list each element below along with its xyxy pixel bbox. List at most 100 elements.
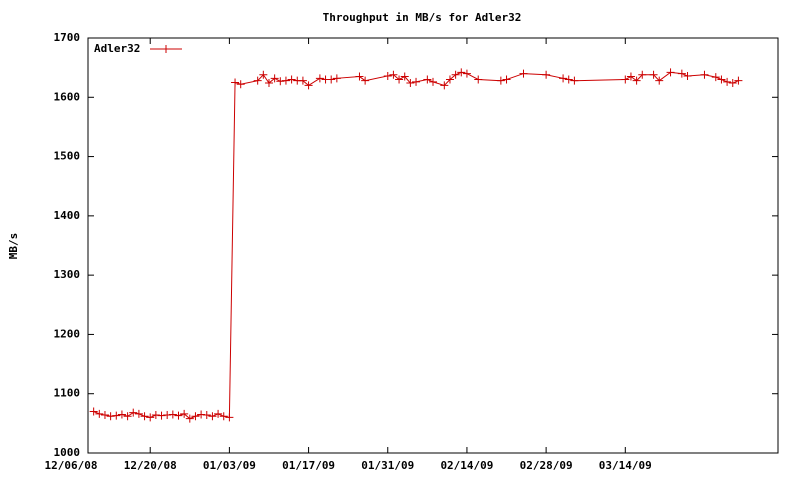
point-marker <box>451 70 460 79</box>
point-marker <box>214 409 223 418</box>
point-marker <box>564 75 573 84</box>
point-marker <box>140 412 149 421</box>
point-marker <box>180 409 189 418</box>
point-marker <box>134 409 143 418</box>
x-tick-label: 01/17/09 <box>282 459 335 472</box>
point-marker <box>287 75 296 84</box>
point-marker <box>683 71 692 80</box>
point-marker <box>717 75 726 84</box>
point-marker <box>123 412 132 421</box>
point-marker <box>496 76 505 85</box>
point-marker <box>95 409 104 418</box>
point-marker <box>163 411 172 420</box>
legend-label: Adler32 <box>94 42 140 55</box>
point-marker <box>666 68 675 77</box>
y-axis-label: MB/s <box>7 233 20 260</box>
point-marker <box>519 69 528 78</box>
point-marker <box>106 412 115 421</box>
point-marker <box>621 75 630 84</box>
point-marker <box>146 413 155 422</box>
legend-swatch <box>150 45 182 53</box>
y-tick-label: 1400 <box>54 209 81 222</box>
point-marker <box>174 411 183 420</box>
x-tick-label: 12/06/08 <box>45 459 98 472</box>
point-marker <box>649 70 658 79</box>
point-marker <box>202 411 211 420</box>
point-marker <box>632 76 641 85</box>
point-marker <box>129 408 138 417</box>
point-marker <box>253 76 262 85</box>
point-marker <box>185 414 194 423</box>
point-marker <box>270 74 279 83</box>
point-marker <box>423 75 432 84</box>
point-marker <box>389 70 398 79</box>
y-tick-label: 1100 <box>54 387 81 400</box>
point-marker <box>723 77 732 86</box>
point-marker <box>298 76 307 85</box>
x-tick-label: 01/31/09 <box>361 459 414 472</box>
point-marker <box>168 410 177 419</box>
point-marker <box>264 79 273 88</box>
point-marker <box>638 70 647 79</box>
point-marker <box>626 72 635 81</box>
point-marker <box>361 76 370 85</box>
point-marker <box>89 407 98 416</box>
point-marker <box>191 412 200 421</box>
point-marker <box>383 71 392 80</box>
point-marker <box>462 69 471 78</box>
point-marker <box>728 79 737 88</box>
point-marker <box>315 74 324 83</box>
point-marker <box>276 77 285 86</box>
point-marker <box>440 81 449 90</box>
point-marker <box>117 410 126 419</box>
point-marker <box>197 410 206 419</box>
point-marker <box>655 76 664 85</box>
point-marker <box>151 411 160 420</box>
point-marker <box>355 72 364 81</box>
x-tick-label: 01/03/09 <box>203 459 256 472</box>
point-marker <box>231 78 240 87</box>
series-line <box>93 71 739 420</box>
point-marker <box>327 75 336 84</box>
point-marker <box>332 74 341 83</box>
point-marker <box>445 75 454 84</box>
point-marker <box>677 69 686 78</box>
x-tick-label: 02/28/09 <box>520 459 573 472</box>
point-marker <box>429 77 437 86</box>
point-marker <box>281 76 290 85</box>
point-marker <box>395 75 404 84</box>
point-marker <box>112 411 121 420</box>
point-marker <box>304 81 313 90</box>
y-tick-label: 1000 <box>54 446 81 459</box>
point-marker <box>570 76 579 85</box>
y-tick-label: 1200 <box>54 327 81 340</box>
point-marker <box>734 76 743 85</box>
y-tick-label: 1600 <box>54 90 81 103</box>
plot-frame <box>87 37 779 454</box>
point-marker <box>700 70 709 79</box>
y-tick-label: 1700 <box>54 31 81 44</box>
point-marker <box>400 72 409 81</box>
point-marker <box>208 412 217 421</box>
point-marker <box>474 75 483 84</box>
point-marker <box>457 68 466 77</box>
point-marker <box>259 70 268 79</box>
point-marker <box>157 411 166 420</box>
x-tick-label: 02/14/09 <box>440 459 493 472</box>
x-tick-label: 03/14/09 <box>599 459 652 472</box>
point-marker <box>225 413 234 422</box>
point-marker <box>542 70 551 79</box>
x-tick-label: 12/20/08 <box>124 459 177 472</box>
point-marker <box>412 77 421 86</box>
point-marker <box>100 411 109 420</box>
point-marker <box>236 80 245 89</box>
point-marker <box>406 79 415 88</box>
chart-title: Throughput in MB/s for Adler32 <box>323 11 522 24</box>
y-tick-label: 1300 <box>54 268 81 281</box>
point-marker <box>711 73 720 82</box>
point-marker <box>559 74 568 83</box>
y-tick-label: 1500 <box>54 150 81 163</box>
point-marker <box>502 75 511 84</box>
point-marker <box>219 412 228 421</box>
